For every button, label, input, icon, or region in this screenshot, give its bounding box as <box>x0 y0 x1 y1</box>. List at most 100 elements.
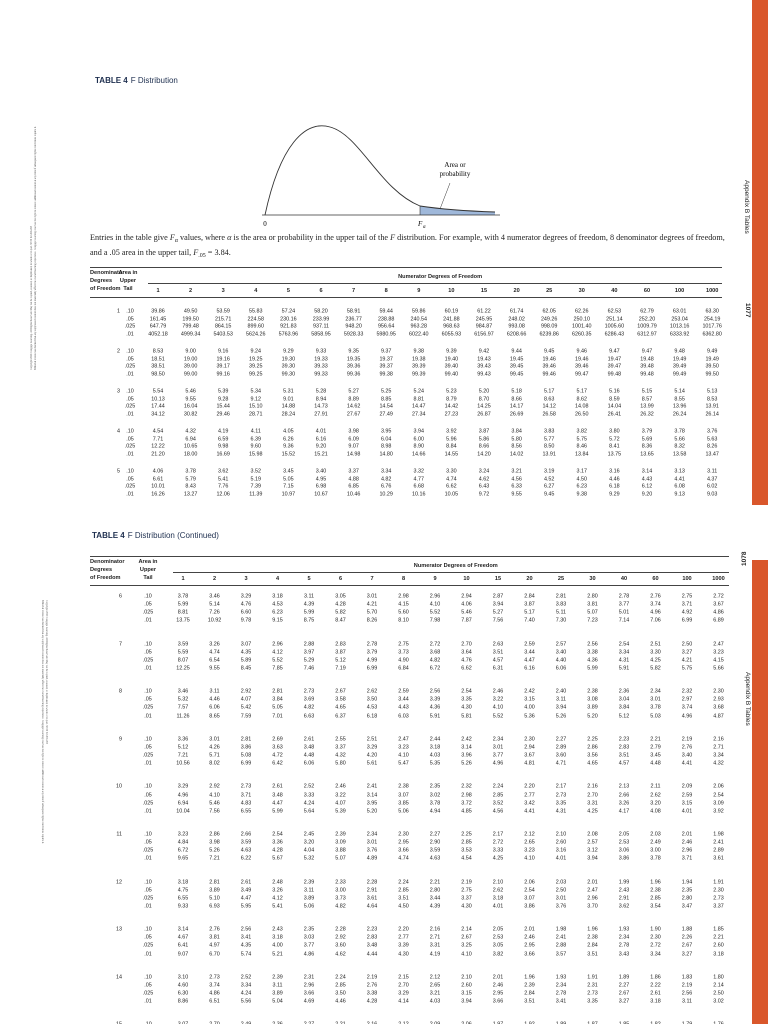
table-cell: 6333.92 <box>669 331 690 338</box>
tail-label: .05 <box>144 744 152 751</box>
column-number: 60 <box>652 576 659 583</box>
table-cell: 62.79 <box>640 308 654 315</box>
table-cell: 9.44 <box>511 348 522 355</box>
table-cell: 19.30 <box>281 355 296 362</box>
table-cell: 4.62 <box>478 475 490 482</box>
table-cell: 2.05 <box>492 926 504 933</box>
tail-label: .025 <box>142 990 154 997</box>
table-cell: 2.50 <box>681 640 693 647</box>
table-cell: 5.54 <box>152 388 164 395</box>
table-cell: 4.82 <box>429 657 441 664</box>
table-cell: 3.94 <box>587 855 598 862</box>
column-number: 10 <box>463 576 470 583</box>
table-cell: 2.61 <box>272 783 283 790</box>
table-cell: 39.46 <box>575 363 589 370</box>
table-cell: 8.59 <box>609 395 620 402</box>
table-cell: 5.24 <box>413 388 425 395</box>
table-cell: 2.06 <box>461 1022 472 1024</box>
table-cell: 3.60 <box>555 752 567 759</box>
table-cell: 3.83 <box>555 601 567 608</box>
table-cell: 9.46 <box>576 348 588 355</box>
table-cell: 4.46 <box>209 696 220 703</box>
table-cell: 2.49 <box>650 839 661 846</box>
table-cell: 2.73 <box>587 990 598 997</box>
table-cell: 3.27 <box>681 950 693 957</box>
table-cell: 5.20 <box>587 712 598 719</box>
column-number: 20 <box>513 288 520 295</box>
table-cell: 3.11 <box>303 886 315 893</box>
table-cell: 8.66 <box>478 443 490 450</box>
table-cell: 5.52 <box>272 657 283 664</box>
table-cell: 2.51 <box>366 736 378 743</box>
table-cell: 2.78 <box>555 990 567 997</box>
table-cell: 9.47 <box>641 348 653 355</box>
table-cell: 4.95 <box>315 475 327 482</box>
table-cell: 19.35 <box>346 355 361 362</box>
table-cell: 2.27 <box>618 982 630 989</box>
table-cell: 236.77 <box>345 315 362 322</box>
table-cell: 963.28 <box>410 323 428 330</box>
table-cell: 5.26 <box>461 760 472 767</box>
table-cell: 4.01 <box>492 903 504 910</box>
table-cell: 2.67 <box>618 990 630 997</box>
table-cell: 2.73 <box>713 895 724 902</box>
table-cell: 14.12 <box>542 403 556 410</box>
table-cell: 3.00 <box>335 886 346 893</box>
column-header: Area in <box>138 559 158 566</box>
table-cell: 6.04 <box>380 435 392 442</box>
column-number: 25 <box>546 288 553 295</box>
tail-label: .025 <box>124 323 136 330</box>
table-cell: 99.48 <box>607 371 622 378</box>
table-cell: 2.96 <box>587 895 598 902</box>
table-cell: 13.65 <box>640 451 654 458</box>
table-cell: 4.67 <box>177 934 189 941</box>
table-cell: 2.39 <box>272 974 283 981</box>
table-cell: 1.93 <box>555 974 567 981</box>
table-cell: 3.23 <box>177 831 189 838</box>
table-cell: 2.23 <box>366 926 378 933</box>
table-cell: 99.00 <box>183 371 198 378</box>
table-cell: 4.65 <box>335 704 346 711</box>
tail-label: .01 <box>144 950 152 957</box>
table-cell: 2.47 <box>398 736 409 743</box>
table-cell: 4.17 <box>618 807 630 814</box>
table-cell: 2.34 <box>650 688 661 695</box>
table-cell: 3.86 <box>240 744 252 751</box>
table-cell: 13.75 <box>176 617 190 624</box>
table-cell: 8.75 <box>303 617 315 624</box>
table-cell: 6.08 <box>674 483 685 490</box>
table-cell: 3.29 <box>398 990 409 997</box>
table-cell: 3.27 <box>618 998 630 1005</box>
column-number: 15 <box>480 288 488 295</box>
table-cell: 2.32 <box>681 688 693 695</box>
table-cell: 6.22 <box>240 855 252 862</box>
table-cell: 8.46 <box>576 443 588 450</box>
table-cell: 2.98 <box>461 791 472 798</box>
table-cell: 3.39 <box>429 696 441 703</box>
table-cell: 13.99 <box>640 403 654 410</box>
table-cell: 3.54 <box>650 903 661 910</box>
table-cell: 2.19 <box>681 736 693 743</box>
table-cell: 6.43 <box>478 483 490 490</box>
table-cell: 3.51 <box>492 648 504 655</box>
table-cell: 5.99 <box>177 601 189 608</box>
table-cell: 2.54 <box>272 831 283 838</box>
table-cell: 2.87 <box>492 593 504 600</box>
table-cell: 2.06 <box>524 878 535 885</box>
column-number: 9 <box>417 288 421 295</box>
table-cell: 2.52 <box>240 974 252 981</box>
table-cell: 61.22 <box>477 308 491 315</box>
table-cell: 2.54 <box>461 688 472 695</box>
table-cell: 1009.79 <box>637 323 657 330</box>
table-cell: 3.18 <box>713 950 724 957</box>
table-cell: 4.36 <box>587 657 598 664</box>
f-subscript: α <box>423 225 426 230</box>
table-cell: 53.59 <box>216 308 230 315</box>
table-cell: 2.27 <box>555 736 567 743</box>
table-cell: 5980.95 <box>376 331 396 338</box>
text: values, where <box>177 233 228 242</box>
table-cell: 2.01 <box>492 974 504 981</box>
table-cell: 6.99 <box>240 760 252 767</box>
table-cell: 7.21 <box>209 855 220 862</box>
table-cell: 2.16 <box>587 783 598 790</box>
